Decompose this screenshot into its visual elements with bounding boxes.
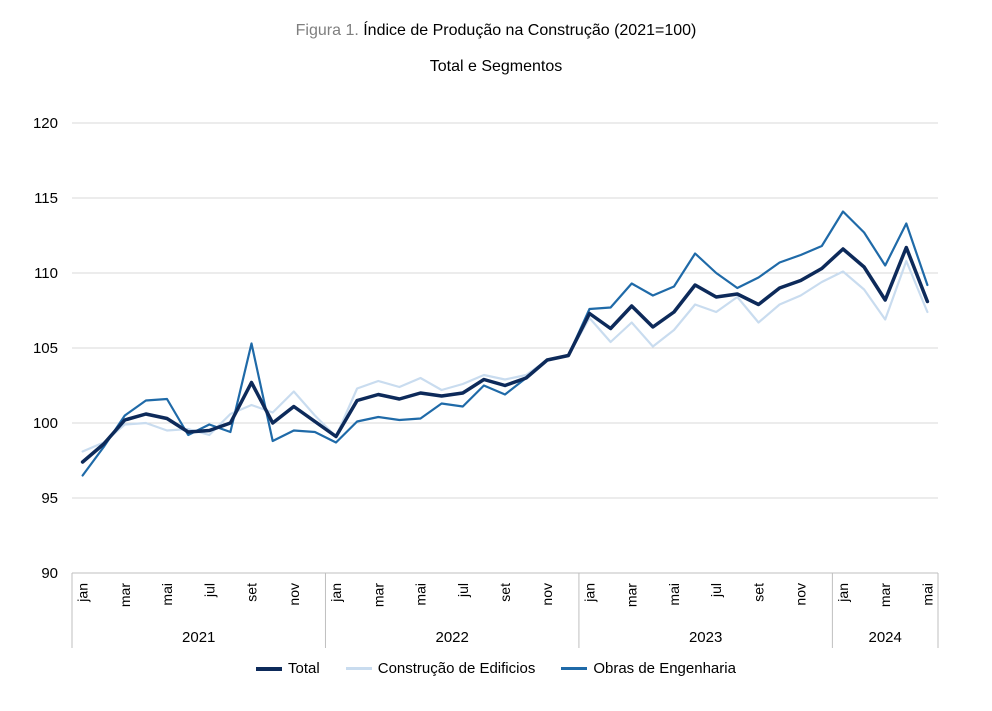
x-tick-label: set — [244, 583, 260, 602]
legend-label-engenharia: Obras de Engenharia — [593, 660, 736, 677]
x-tick-label: nov — [793, 583, 809, 606]
y-tick-label: 100 — [33, 415, 58, 432]
year-label-2024: 2024 — [869, 629, 902, 646]
x-tick-label: set — [750, 583, 766, 602]
legend-item-edificios: Construção de Edificios — [345, 660, 536, 677]
chart-legend: Total Construção de Edificios Obras de E… — [0, 660, 992, 677]
x-tick-label: jul — [708, 583, 724, 598]
x-tick-label: nov — [286, 583, 302, 606]
x-tick-label: mar — [877, 583, 893, 607]
legend-item-engenharia: Obras de Engenharia — [561, 660, 736, 677]
series-line-engenharia — [81, 210, 929, 477]
x-tick-label: jan — [75, 583, 91, 603]
legend-swatch-engenharia — [561, 667, 588, 670]
legend-swatch-total — [256, 666, 283, 671]
x-tick-label: jan — [581, 583, 597, 603]
x-tick-label: mai — [413, 583, 429, 606]
legend-label-total: Total — [288, 660, 320, 677]
x-tick-label: jan — [835, 583, 851, 603]
x-tick-label: mar — [117, 583, 133, 607]
x-tick-label: mai — [159, 583, 175, 606]
x-tick-label: set — [497, 583, 513, 602]
legend-label-edificios: Construção de Edificios — [377, 660, 536, 677]
figure-label: Figura 1. — [295, 22, 359, 39]
x-tick-label: nov — [539, 583, 555, 606]
x-tick-label: mai — [666, 583, 682, 606]
chart-subtitle: Total e Segmentos — [429, 58, 563, 75]
x-tick-label: jul — [455, 583, 471, 598]
y-tick-label: 120 — [33, 115, 58, 132]
series-line-edificios — [81, 259, 929, 453]
series-line-total — [80, 245, 930, 464]
chart-title: Figura 1. Índice de Produção na Construç… — [0, 22, 992, 40]
year-label-2022: 2022 — [436, 629, 469, 646]
line-chart: 90 95 100 105 110 115 120 jan mar mai jul set nov jan… — [33, 115, 939, 648]
year-label-2021: 2021 — [182, 629, 215, 646]
x-tick-label: mar — [370, 583, 386, 607]
year-label-2023: 2023 — [689, 629, 722, 646]
y-tick-label: 115 — [34, 190, 58, 207]
y-tick-label: 105 — [33, 340, 58, 357]
legend-item-total: Total — [256, 660, 320, 677]
x-tick-label: mai — [919, 583, 935, 606]
y-tick-label: 90 — [41, 565, 58, 582]
x-tick-label: mar — [624, 583, 640, 607]
x-tick-label: jul — [201, 583, 217, 598]
x-tick-label: jan — [328, 583, 344, 603]
figure-title: Índice de Produção na Construção (2021=1… — [363, 22, 697, 39]
legend-swatch-edificios — [345, 667, 372, 670]
y-tick-label: 110 — [34, 265, 58, 282]
y-tick-label: 95 — [41, 490, 58, 507]
